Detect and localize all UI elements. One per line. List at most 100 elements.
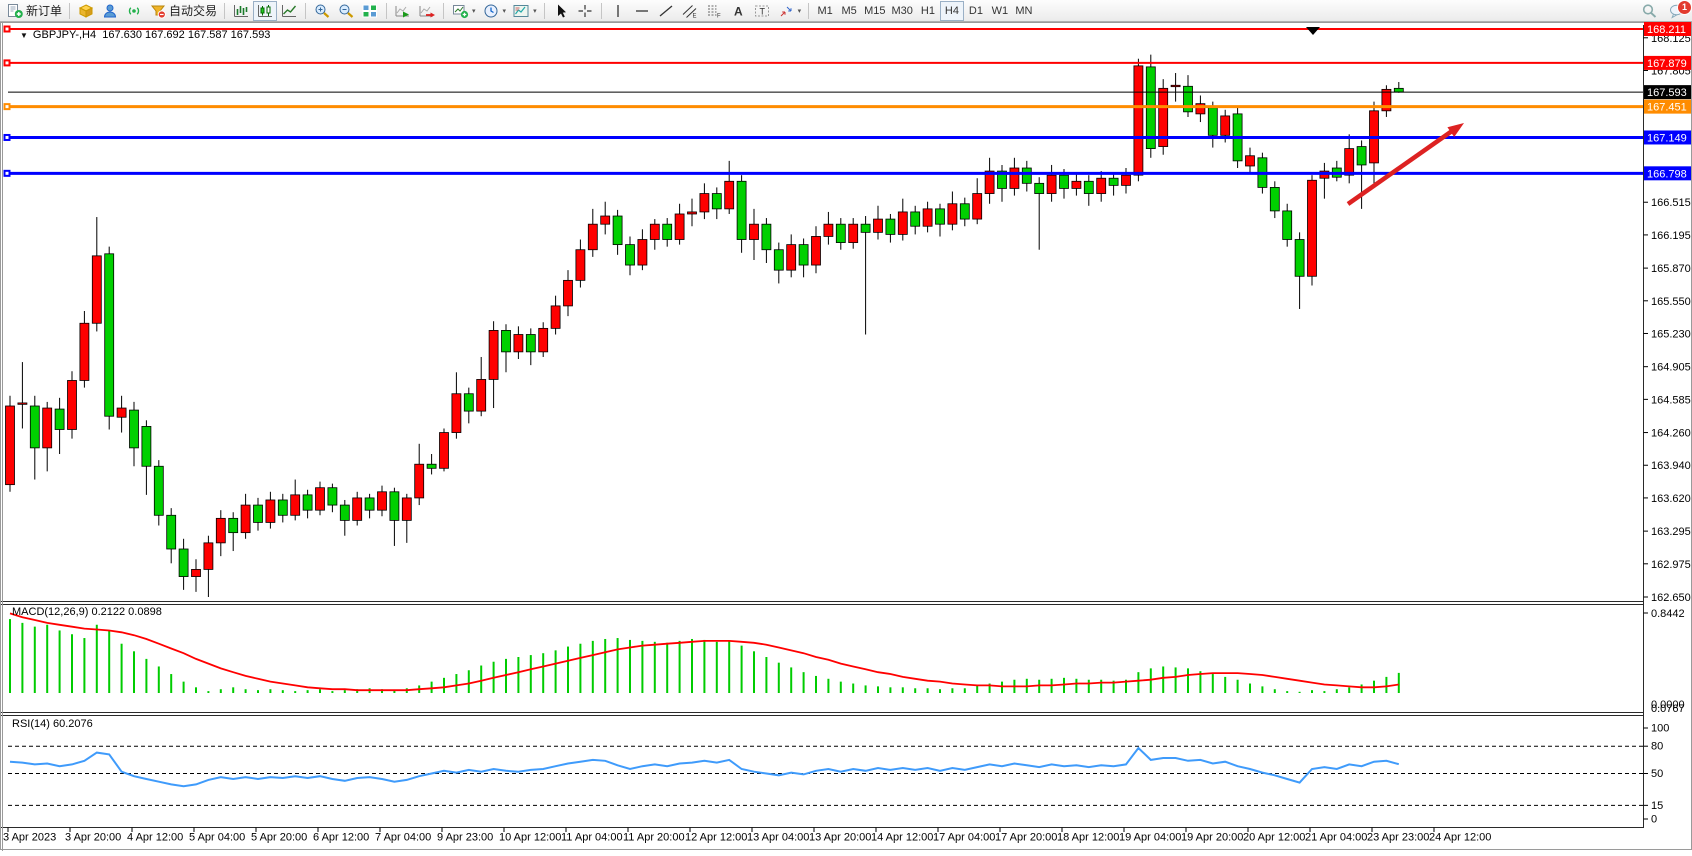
arrows-button[interactable]: ▾ <box>774 1 805 21</box>
candles-icon <box>256 3 274 19</box>
candle-body <box>67 380 77 430</box>
fibo-icon: F <box>705 3 723 19</box>
timeframe-M1-button[interactable]: M1 <box>813 1 837 21</box>
new-order-button[interactable]: 新订单 <box>3 1 65 21</box>
chevron-down-icon[interactable]: ▾ <box>472 7 476 15</box>
rsi-axis-label: 100 <box>1651 723 1669 735</box>
vline-icon <box>609 3 627 19</box>
candle-chart-button[interactable] <box>253 0 278 21</box>
text-label-button[interactable]: T <box>750 1 774 21</box>
candle-body <box>141 426 152 467</box>
candle-body <box>1344 148 1355 176</box>
cursor-button[interactable] <box>549 1 573 21</box>
candle-body <box>29 405 40 449</box>
channel-button[interactable]: E <box>678 1 702 21</box>
candle-body <box>1207 107 1218 136</box>
zoom-out-icon <box>337 3 355 19</box>
macd-axis-last: 0.0767 <box>1651 703 1685 715</box>
timeframe-MN-button[interactable]: MN <box>1012 1 1036 21</box>
rsi-axis-label: 50 <box>1651 768 1663 780</box>
zoom-out-button[interactable] <box>334 1 358 21</box>
timeframe-M15-button[interactable]: M15 <box>861 1 888 21</box>
vertical-line-button[interactable] <box>606 1 630 21</box>
candle-body <box>17 402 28 405</box>
fibonacci-button[interactable]: F <box>702 1 726 21</box>
autotrading-button[interactable]: 自动交易 <box>146 1 220 21</box>
svg-text:E: E <box>692 13 696 19</box>
notification-badge: 1 <box>1677 0 1692 15</box>
timeframe-D1-button[interactable]: D1 <box>964 1 988 21</box>
candle-body <box>984 170 995 194</box>
candle-body <box>377 491 387 511</box>
chart-shift-button[interactable] <box>415 1 439 21</box>
candle-body <box>42 407 53 449</box>
tile-windows-button[interactable] <box>358 1 382 21</box>
candle-body <box>191 569 201 577</box>
candle-body <box>1356 146 1367 166</box>
candle-body <box>724 180 735 210</box>
svg-text:A: A <box>734 4 743 18</box>
timeframe-H1-button[interactable]: H1 <box>916 1 940 21</box>
chevron-down-icon[interactable]: ▾ <box>533 7 537 15</box>
candle-body <box>811 236 821 266</box>
trend-arrow-head[interactable] <box>1447 123 1464 137</box>
candle-body <box>54 408 65 430</box>
candle-body <box>538 327 549 353</box>
rsi-panel: 100 80 50 15 0 <box>8 723 1669 826</box>
candle-body <box>228 517 239 534</box>
toolbar-separator <box>224 2 226 19</box>
toolbar-separator <box>69 2 71 19</box>
chevron-down-icon[interactable]: ▾ <box>502 7 507 15</box>
line-chart-button[interactable] <box>277 1 301 21</box>
bar-chart-button[interactable] <box>229 1 253 21</box>
candle-body <box>1282 210 1293 240</box>
autotrading-button-label: 自动交易 <box>169 4 218 18</box>
signals-button[interactable] <box>122 1 146 21</box>
timeframe-M30-button[interactable]: M30 <box>889 1 916 21</box>
candle-body <box>91 255 102 324</box>
crosshair-button[interactable] <box>573 1 597 21</box>
chart-canvas[interactable]: 168.125 167.805 166.515 166.195 165.870 165.5… <box>0 22 1692 856</box>
date-axis[interactable]: 3 Apr 2023 3 Apr 20:00 4 Apr 12:00 5 Apr 04… <box>3 827 1491 844</box>
search-button[interactable] <box>1637 1 1661 21</box>
price-tick-label: 163.620 <box>1651 493 1691 505</box>
price-tick-label: 166.195 <box>1651 230 1691 242</box>
indicators-icon <box>451 3 469 19</box>
candle-body <box>426 463 437 469</box>
trend-arrow-line[interactable] <box>1346 129 1454 206</box>
chevron-down-icon[interactable]: ▾ <box>797 7 802 15</box>
periods-button[interactable]: ▾ <box>479 1 510 21</box>
timeframe-W1-button[interactable]: W1 <box>988 1 1012 21</box>
trendline-button[interactable] <box>654 1 678 21</box>
person-icon <box>101 3 119 19</box>
candle-body <box>513 334 524 353</box>
text-button[interactable]: A <box>726 1 750 21</box>
auto-scroll-button[interactable] <box>391 1 415 21</box>
candle-body <box>922 208 933 227</box>
signal-icon <box>125 3 143 19</box>
indicators-button[interactable]: ▾ <box>448 1 479 21</box>
svg-text:F: F <box>717 13 721 19</box>
timeframe-M5-button[interactable]: M5 <box>837 1 861 21</box>
date-tick-label: 19 Apr 20:00 <box>1181 832 1243 844</box>
candle-body <box>972 193 983 220</box>
zoom-in-button[interactable] <box>310 1 334 21</box>
candle-body <box>240 504 251 534</box>
down-triangle-marker[interactable] <box>1306 27 1320 35</box>
candle-body <box>897 211 908 235</box>
market-watch-button[interactable] <box>98 1 122 21</box>
hline-icon <box>633 3 651 19</box>
price-label-box <box>1644 130 1691 145</box>
notifications-button[interactable]: 1 <box>1665 0 1692 21</box>
metaeditor-button[interactable] <box>74 1 98 21</box>
price-label-text: 166.798 <box>1647 168 1687 180</box>
toolbar-separator <box>808 2 810 19</box>
horizontal-line-button[interactable] <box>630 1 654 21</box>
candle-body <box>463 393 474 412</box>
date-tick-label: 6 Apr 12:00 <box>313 832 369 844</box>
candle-body <box>476 379 487 412</box>
templates-button[interactable]: ▾ <box>509 1 540 21</box>
timeframe-H4-button[interactable]: H4 <box>939 0 964 21</box>
price-tick-label: 165.550 <box>1651 296 1691 308</box>
candle-body <box>823 223 834 237</box>
